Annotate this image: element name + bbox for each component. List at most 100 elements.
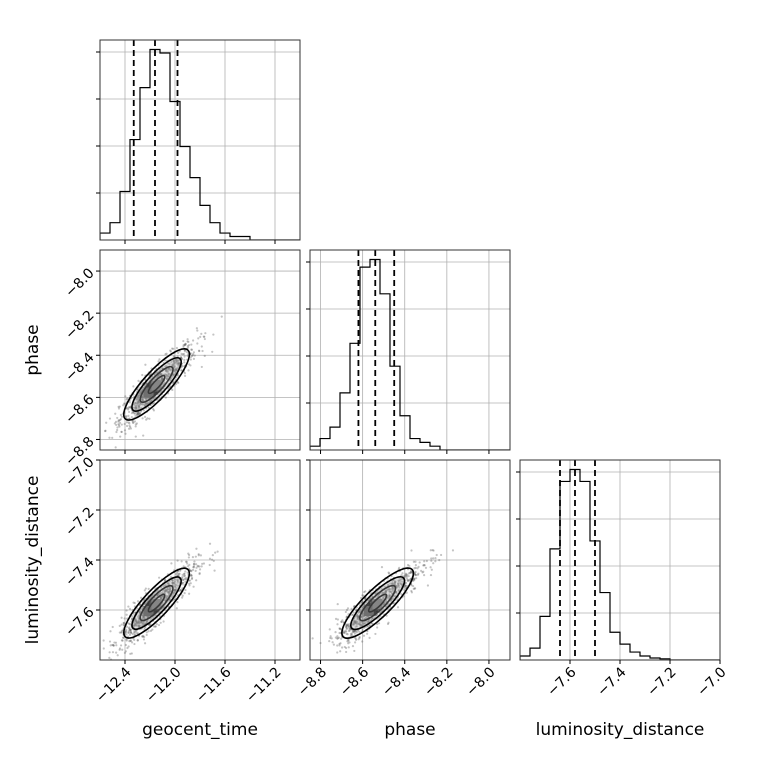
sample-point [208, 542, 212, 545]
sample-point [155, 623, 158, 626]
sample-point [113, 422, 116, 425]
sample-point [353, 629, 356, 633]
sample-point [357, 638, 360, 641]
sample-point [388, 596, 391, 599]
sample-point [200, 345, 203, 348]
sample-point [177, 362, 180, 365]
sample-point [118, 425, 121, 428]
sample-point [146, 620, 149, 623]
sample-point [189, 358, 192, 361]
sample-point [164, 365, 167, 368]
sample-point [408, 579, 411, 582]
sample-point [176, 362, 179, 366]
sample-point [167, 591, 171, 594]
sample-point [133, 619, 137, 622]
sample-point [137, 619, 140, 622]
sample-point [200, 365, 203, 369]
sample-point [183, 343, 186, 347]
sample-point [181, 578, 184, 581]
sample-point [166, 582, 169, 585]
sample-point [339, 627, 342, 630]
sample-point [135, 620, 138, 624]
sample-point [116, 654, 119, 657]
sample-point [138, 625, 141, 628]
sample-point [119, 644, 123, 647]
sample-point [130, 631, 133, 635]
sample-point [195, 547, 198, 550]
sample-point [160, 372, 163, 376]
sample-point [117, 405, 120, 408]
sample-point [390, 588, 393, 591]
y-tick-label: −8.0 [62, 265, 97, 300]
sample-point [388, 593, 391, 596]
sample-point [173, 589, 177, 592]
sample-point [145, 418, 148, 421]
sample-point [338, 627, 341, 630]
sample-point [165, 368, 168, 371]
sample-point [123, 617, 126, 620]
sample-point [141, 623, 144, 626]
sample-point [414, 570, 417, 574]
sample-point [354, 625, 357, 628]
sample-point [141, 614, 144, 617]
sample-point [166, 590, 169, 593]
sample-point [396, 606, 400, 609]
sample-point [342, 631, 346, 634]
sample-point [139, 402, 142, 405]
sample-point [409, 571, 413, 574]
sample-point [357, 622, 360, 625]
sample-point [167, 374, 170, 377]
sample-point [179, 355, 183, 359]
sample-point [358, 635, 361, 639]
sample-point [130, 416, 133, 419]
sample-point [181, 581, 184, 584]
sample-point [112, 644, 115, 647]
sample-point [328, 628, 331, 631]
sample-point [138, 395, 141, 398]
sample-point [358, 630, 361, 633]
sample-point [362, 616, 365, 619]
sample-point [108, 656, 111, 659]
sample-point [135, 622, 138, 625]
sample-point [357, 615, 360, 618]
sample-point [409, 571, 412, 574]
sample-point [186, 340, 189, 343]
sample-point [165, 377, 168, 380]
sample-point [388, 590, 391, 593]
sample-point [141, 635, 144, 638]
sample-point [125, 415, 128, 418]
sample-point [159, 591, 162, 594]
sample-point [136, 639, 139, 642]
sample-point [184, 588, 187, 592]
sample-point [176, 351, 180, 354]
sample-point [174, 588, 177, 591]
sample-point [138, 624, 141, 627]
sample-point [135, 404, 138, 408]
sample-point [122, 621, 126, 624]
sample-point [432, 557, 435, 560]
sample-point [367, 620, 370, 623]
sample-point [123, 651, 127, 654]
sample-point [183, 591, 186, 595]
sample-point [128, 417, 131, 420]
sample-point [133, 622, 137, 625]
sample-point [319, 641, 322, 645]
sample-point [405, 591, 408, 594]
sample-point [170, 562, 173, 565]
sample-point [102, 647, 105, 650]
sample-point [166, 588, 170, 591]
sample-point [179, 588, 183, 591]
sample-point [347, 626, 351, 629]
sample-point [138, 621, 141, 624]
sample-point [336, 603, 339, 606]
sample-point [124, 416, 128, 419]
sample-point [125, 424, 129, 428]
sample-point [136, 639, 139, 642]
sample-point [389, 600, 393, 603]
sample-point [352, 623, 355, 626]
sample-point [190, 574, 193, 577]
sample-point [145, 631, 148, 634]
sample-point [183, 361, 186, 364]
sample-point [174, 585, 177, 588]
sample-point [171, 364, 175, 367]
